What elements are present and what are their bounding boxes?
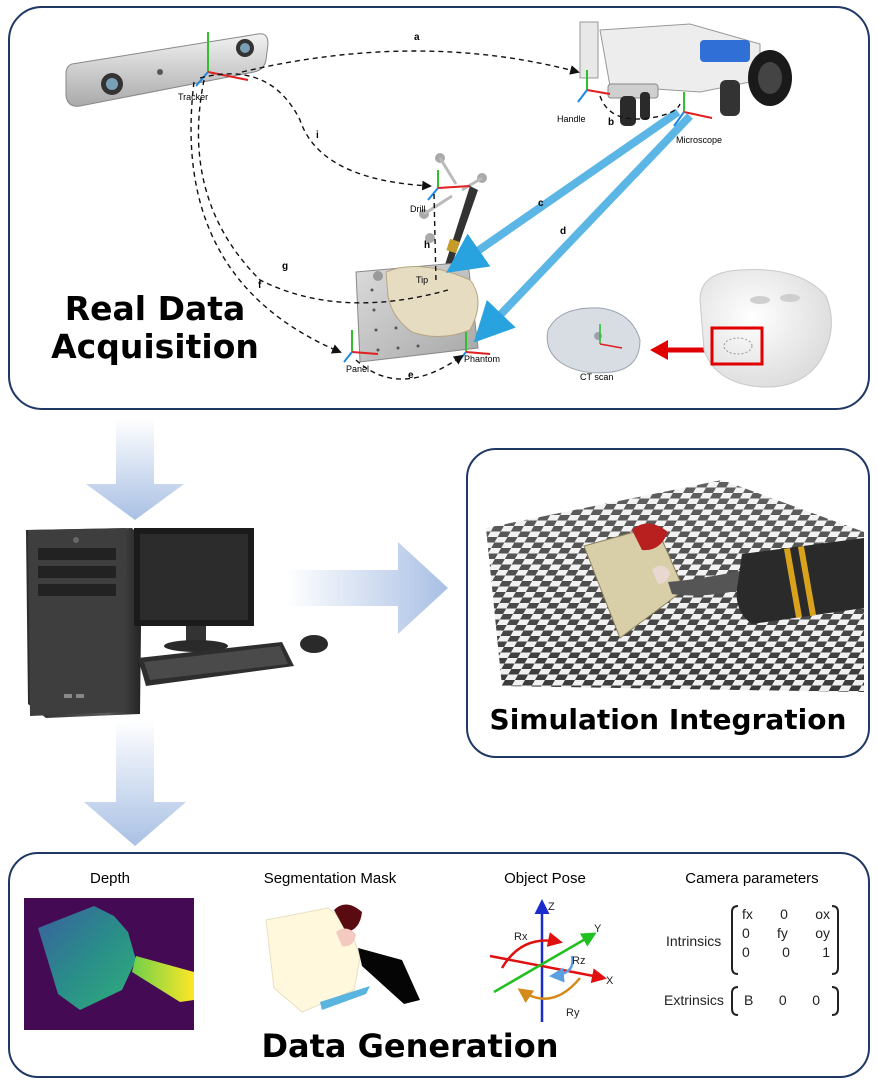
microscope-frame-axes (673, 92, 713, 127)
pose-rz-arrow (549, 955, 574, 983)
face-model (699, 269, 832, 388)
pose-ry-arrow (517, 977, 581, 1003)
object-pose-label: Object Pose (504, 870, 586, 887)
phantom-board (355, 261, 479, 363)
extrinsics-brackets (731, 986, 839, 1016)
intrinsics-cell: ox (815, 906, 830, 922)
acquisition-title: Real Data Acquisition (50, 290, 260, 366)
intrinsics-label: Intrinsics (666, 933, 722, 949)
edge-label-d: d (560, 226, 567, 237)
transform-e (355, 354, 464, 380)
pose-label-rx: Rx (514, 931, 528, 943)
intrinsics-cell: 0 (742, 925, 750, 941)
intrinsics-cell: fy (777, 925, 788, 941)
pose-rx-arrow (500, 932, 563, 969)
object-pose-diagram: Z Y X Rx Ry Rz (489, 899, 614, 1022)
intrinsics-brackets (731, 905, 839, 975)
pose-label-y: Y (594, 923, 602, 935)
edge-label-a: a (414, 32, 420, 43)
label-drill: Drill (410, 204, 426, 214)
extrinsics-matrix: B 0 0 (744, 992, 820, 1008)
computer-illustration (26, 528, 328, 718)
intrinsics-cell: oy (815, 925, 830, 941)
transform-h (433, 193, 437, 283)
label-ct-scan: CT scan (580, 372, 614, 382)
acquisition-diagram (65, 21, 832, 388)
ct-scan-skull (546, 307, 641, 374)
tracker-frame-axes (195, 32, 249, 87)
simulation-title: Simulation Integration (489, 703, 847, 736)
extrinsics-label: Extrinsics (664, 992, 724, 1008)
microscope-device (579, 21, 792, 126)
pose-label-ry: Ry (566, 1007, 580, 1019)
depth-label: Depth (89, 870, 131, 887)
beam-d (473, 113, 693, 343)
panel-frame-axes (343, 330, 379, 363)
intrinsics-cell: 1 (822, 944, 830, 960)
extrinsics-cell: 0 (812, 992, 820, 1008)
pose-label-x: X (606, 975, 614, 987)
segmentation-label: Segmentation Mask (263, 870, 397, 887)
acquisition-title-line2: Acquisition (51, 326, 259, 366)
tracker-device (65, 33, 269, 107)
segmentation-mask-image (265, 904, 420, 1013)
acquisition-title-line1: Real Data (64, 289, 246, 328)
flow-arrow-down-to-computer (86, 418, 184, 520)
flow-arrow-down-to-generation (84, 720, 186, 846)
transform-a (241, 50, 580, 75)
edge-label-h: h (424, 240, 431, 251)
intrinsics-cell: 0 (780, 906, 788, 922)
label-tip: Tip (416, 275, 429, 285)
label-panel: Panel (346, 364, 370, 374)
pose-label-rz: Rz (572, 955, 585, 967)
label-handle: Handle (557, 114, 586, 124)
intrinsics-cell: fx (742, 906, 753, 922)
simulation-render (486, 480, 864, 692)
pose-y-axis (493, 932, 597, 994)
edge-label-g: g (282, 261, 289, 272)
camera-parameters-label: Camera parameters (685, 870, 819, 887)
extrinsics-cell: 0 (778, 992, 787, 1008)
handle-frame-axes (577, 70, 611, 103)
edge-label-b: b (608, 117, 615, 128)
beam-c (446, 108, 681, 273)
label-tracker: Tracker (178, 92, 209, 102)
edge-label-c: c (538, 198, 544, 209)
pose-label-z: Z (548, 901, 555, 913)
edge-label-f: f (258, 280, 262, 291)
label-microscope: Microscope (676, 135, 723, 145)
edge-label-i: i (316, 130, 319, 141)
extrinsics-cell: B (744, 992, 754, 1008)
intrinsics-matrix: fx 0 ox 0 fy oy 0 0 1 (742, 906, 830, 963)
edge-label-e: e (408, 370, 414, 381)
label-phantom: Phantom (464, 354, 501, 364)
depth-map-image (24, 898, 194, 1030)
transform-i (199, 73, 432, 191)
drill-frame-axes (427, 170, 471, 201)
transform-f (190, 81, 342, 354)
intrinsics-cell: 0 (742, 944, 750, 960)
intrinsics-cell: 0 (782, 944, 790, 960)
generation-title: Data Generation (261, 1027, 559, 1065)
transform-g (197, 79, 449, 304)
ct-red-arrowhead (650, 340, 668, 360)
